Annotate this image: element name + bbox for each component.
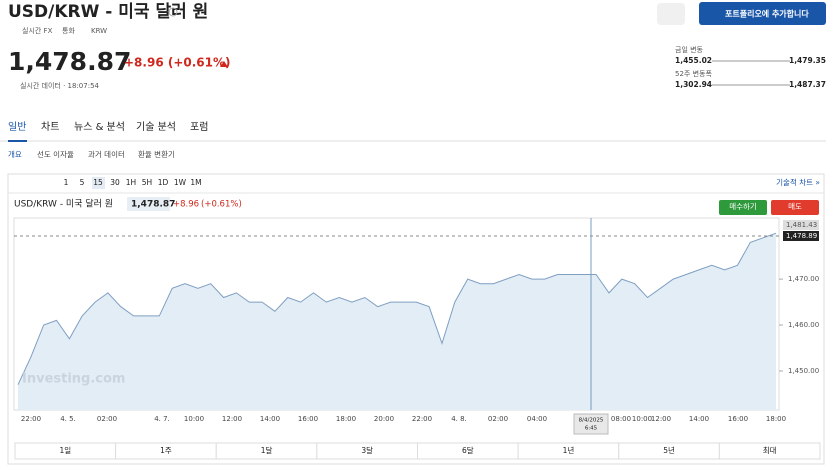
chart-change: +8.96 xyxy=(173,200,199,210)
subtab[interactable]: 환율 변환기 xyxy=(138,149,175,159)
x-tick-label: 10:00 xyxy=(632,415,652,423)
range-label: 금일 변동 xyxy=(675,45,704,54)
x-tick-label: 12:00 xyxy=(651,415,671,423)
alert-button[interactable] xyxy=(657,3,685,25)
chart-price: 1,478.87 xyxy=(131,200,175,210)
x-tick-label: 08:00 xyxy=(611,415,631,423)
x-tick-label: 10:00 xyxy=(184,415,204,423)
x-tick-label: 14:00 xyxy=(689,415,709,423)
price: 1,478.87 xyxy=(8,47,131,76)
chart-title: USD/KRW - 미국 달러 원 xyxy=(14,198,113,210)
period-label: 1주 xyxy=(160,446,172,455)
x-tick-label: 22:00 xyxy=(21,415,41,423)
price-tag: 1,481.43 xyxy=(786,221,817,229)
portfolio-label: 포트폴리오에 추가합니다 xyxy=(725,9,809,19)
meta: 실시간 FX xyxy=(22,26,53,35)
meta: 통화 xyxy=(62,27,75,35)
tab[interactable]: 뉴스 & 분석 xyxy=(74,121,125,133)
interval[interactable]: 30 xyxy=(110,178,120,187)
x-tick-label: 04:00 xyxy=(527,415,547,423)
price-tag-bg xyxy=(783,220,819,230)
tab[interactable]: 일반 xyxy=(8,121,26,133)
period-label: 6달 xyxy=(462,446,474,455)
period-label: 1일 xyxy=(59,446,71,455)
period-label: 1달 xyxy=(261,446,273,455)
x-tick-label: 18:00 xyxy=(766,415,786,423)
y-tick-label: 1,450.00 xyxy=(788,367,819,375)
x-tick-label: 20:00 xyxy=(374,415,394,423)
info-icon xyxy=(168,7,178,17)
range-low: 1,455.02 xyxy=(675,56,712,65)
tab[interactable]: 포럼 xyxy=(190,120,208,133)
x-tick-label: 16:00 xyxy=(298,415,318,423)
area xyxy=(18,233,776,410)
tab[interactable]: 기술 분석 xyxy=(136,121,176,133)
interval[interactable]: 1H xyxy=(126,178,136,187)
crosshair-label-bg xyxy=(573,413,609,435)
range-high: 1,479.35 xyxy=(789,56,826,65)
chart-frame xyxy=(7,173,825,465)
price-tag-bg xyxy=(783,231,819,241)
interval[interactable]: 1M xyxy=(190,178,201,187)
period-label: 3달 xyxy=(361,446,373,455)
x-tick-label: 4. 8. xyxy=(451,415,467,423)
x-tick-label: 02:00 xyxy=(97,415,117,423)
interval-selected xyxy=(92,177,105,189)
price-box xyxy=(127,197,170,211)
crosshair-label: 8/4/2025 xyxy=(579,418,604,424)
change: +8.96 (+0.61%) xyxy=(124,56,231,70)
interval[interactable]: 1 xyxy=(64,178,69,187)
period-label: 최대 xyxy=(763,445,777,455)
tab[interactable]: 차트 xyxy=(41,121,59,133)
tech-chart-link[interactable]: 기술적 차트 » xyxy=(776,177,820,187)
x-tick-label: 14:00 xyxy=(260,415,280,423)
period-label: 1년 xyxy=(563,445,575,455)
sell-label: 매도 xyxy=(788,202,802,211)
interval[interactable]: 5H xyxy=(142,178,152,187)
sell-button[interactable] xyxy=(771,200,819,215)
subtab[interactable]: 과거 데이터 xyxy=(88,149,125,159)
subtab[interactable]: 선도 이자율 xyxy=(37,149,74,159)
range-label: 52주 변동폭 xyxy=(675,70,712,78)
interval[interactable]: 1D xyxy=(158,178,169,187)
x-tick-label: 02:00 xyxy=(488,415,508,423)
chart-percent: (+0.61%) xyxy=(201,200,242,210)
time: 실시간 데이터 · 18:07:54 xyxy=(20,81,100,90)
meta: KRW xyxy=(91,27,107,35)
y-tick-label: 1,460.00 xyxy=(788,321,819,329)
interval[interactable]: 1W xyxy=(174,178,187,187)
x-tick-label: 4. 7. xyxy=(154,415,170,423)
x-tick-label: 16:00 xyxy=(728,415,748,423)
period-label: 5년 xyxy=(663,445,675,455)
x-tick-label: 18:00 xyxy=(336,415,356,423)
buy-label: 매수하기 xyxy=(729,201,757,211)
price-tag: 1,478.89 xyxy=(786,232,817,240)
title: USD/KRW - 미국 달러 원 xyxy=(8,1,208,22)
interval[interactable]: 15 xyxy=(93,178,103,187)
x-tick-label: 12:00 xyxy=(222,415,242,423)
watermark: Investing.com xyxy=(22,372,125,387)
x-tick-label: 4. 5. xyxy=(60,415,76,423)
portfolio-button[interactable] xyxy=(699,2,826,25)
price-line xyxy=(17,232,777,385)
y-tick-label: 1,470.00 xyxy=(788,275,819,283)
range-high: 1,487.37 xyxy=(789,80,826,89)
range-low: 1,302.94 xyxy=(675,80,712,89)
crosshair-label: 6:45 xyxy=(585,426,598,432)
buy-button[interactable] xyxy=(719,200,767,215)
up-arrow xyxy=(220,61,228,67)
x-tick-label: 22:00 xyxy=(412,415,432,423)
interval[interactable]: 5 xyxy=(80,178,85,187)
subtab[interactable]: 개요 xyxy=(8,149,22,159)
period-button[interactable] xyxy=(718,442,821,460)
